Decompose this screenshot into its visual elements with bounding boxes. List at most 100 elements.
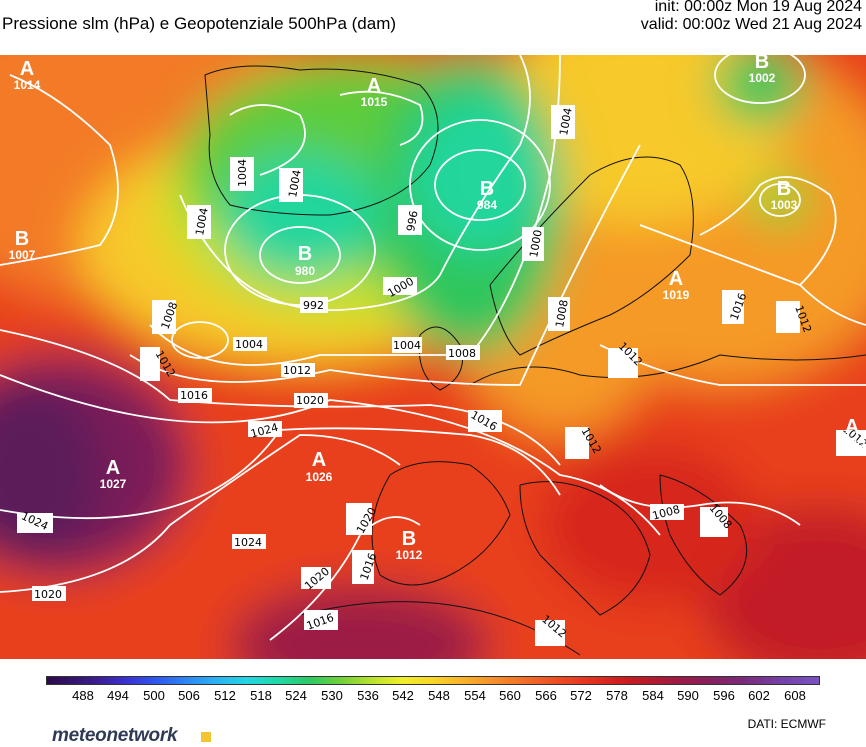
svg-text:1027: 1027 [100, 477, 127, 491]
colorbar-tick: 518 [250, 688, 272, 703]
svg-text:1008: 1008 [448, 347, 476, 360]
isobar-labels: 1004 1004 1004 1004 996 1000 992 1000 10… [17, 105, 866, 646]
colorbar-tick: 608 [784, 688, 806, 703]
svg-text:1014: 1014 [14, 78, 41, 92]
geopotential-colorbar [46, 676, 820, 685]
svg-text:B: B [298, 243, 312, 265]
svg-text:B: B [777, 178, 791, 200]
colorbar-tick: 602 [748, 688, 770, 703]
colorbar-tick: 572 [570, 688, 592, 703]
meteonetwork-logo: meteonetwork [52, 725, 178, 746]
isobar-label: 1008 [650, 503, 684, 523]
colorbar-tick: 566 [535, 688, 557, 703]
colorbar-tick: 584 [642, 688, 664, 703]
coastlines [204, 65, 866, 656]
svg-text:1024: 1024 [234, 536, 262, 549]
colorbar-tick: 578 [606, 688, 628, 703]
colorbar-tick: 494 [107, 688, 129, 703]
colorbar-tick: 524 [285, 688, 307, 703]
isobar-label: 996 [398, 205, 422, 235]
svg-text:1003: 1003 [771, 198, 798, 212]
isobar-label: 1004 [551, 105, 575, 139]
svg-text:1004: 1004 [235, 338, 263, 351]
isobar-label: 1000 [383, 275, 417, 300]
isobar-label: 1004 [230, 157, 254, 191]
svg-text:B: B [402, 528, 416, 550]
isobar-label: 1008 [152, 300, 180, 334]
svg-text:B: B [15, 228, 29, 250]
svg-text:1012: 1012 [396, 548, 423, 562]
isobar-label: 1016 [722, 290, 749, 324]
colorbar-tick: 554 [464, 688, 486, 703]
svg-text:1004: 1004 [236, 159, 249, 187]
svg-text:1008: 1008 [553, 299, 571, 329]
svg-text:992: 992 [303, 299, 324, 312]
isobar-label: 1012 [535, 613, 569, 646]
isobar-label: 1024 [17, 509, 53, 533]
colorbar-tick: 530 [321, 688, 343, 703]
svg-text:980: 980 [295, 264, 315, 278]
isobar-label: 1016 [352, 550, 379, 584]
isobar-label: 1004 [392, 337, 422, 353]
colorbar-tick: 596 [713, 688, 735, 703]
colorbar-tick: 560 [499, 688, 521, 703]
isobar-label: 1016 [178, 388, 212, 403]
svg-text:1015: 1015 [361, 95, 388, 109]
colorbar-tick: 506 [178, 688, 200, 703]
svg-text:1004: 1004 [286, 169, 304, 199]
svg-text:B: B [755, 55, 769, 73]
init-time: init: 00:00z Mon 19 Aug 2024 [654, 0, 862, 15]
colorbar-tick: 548 [428, 688, 450, 703]
isobar-label: 1020 [32, 586, 66, 601]
isobar-label: 992 [300, 297, 328, 313]
svg-text:B: B [480, 178, 494, 200]
colorbar-tick: 590 [677, 688, 699, 703]
svg-text:A: A [312, 449, 326, 471]
svg-text:1004: 1004 [557, 107, 575, 137]
isobar-label: 1012 [565, 425, 604, 459]
map-title: Pressione slm (hPa) e Geopotenziale 500h… [2, 14, 397, 33]
svg-text:1002: 1002 [749, 71, 776, 85]
svg-text:1015: 1015 [839, 436, 866, 450]
svg-text:1020: 1020 [34, 588, 62, 601]
svg-text:1000: 1000 [527, 229, 545, 259]
svg-text:A: A [20, 58, 34, 80]
isobar-label: 1008 [548, 297, 571, 331]
valid-time: valid: 00:00z Wed 21 Aug 2024 [640, 16, 862, 33]
colorbar-ticks: 488 494 500 506 512 518 524 530 536 542 … [0, 688, 866, 706]
svg-text:996: 996 [404, 210, 420, 233]
svg-text:1016: 1016 [180, 389, 208, 402]
colorbar-tick: 488 [72, 688, 94, 703]
isobar-label: 1000 [522, 227, 545, 261]
svg-text:1007: 1007 [9, 248, 36, 262]
isobar-label: 1020 [294, 393, 328, 408]
svg-text:1004: 1004 [393, 339, 421, 352]
colorbar-tick: 512 [214, 688, 236, 703]
svg-text:1019: 1019 [663, 288, 690, 302]
isobar-label: 1008 [700, 502, 734, 537]
svg-text:A: A [669, 268, 683, 290]
svg-text:984: 984 [477, 198, 497, 212]
isobar-label: 1016 [468, 408, 502, 434]
svg-text:A: A [845, 416, 859, 438]
isobar-label: 1008 [446, 345, 480, 360]
colorbar-tick: 536 [357, 688, 379, 703]
weather-map: 1004 1004 1004 1004 996 1000 992 1000 10… [0, 55, 866, 659]
isobar-label: 1020 [301, 565, 332, 593]
svg-text:1012: 1012 [283, 364, 311, 377]
svg-text:A: A [367, 75, 381, 97]
svg-text:1004: 1004 [193, 207, 211, 237]
isobar-label: 1004 [233, 337, 267, 351]
